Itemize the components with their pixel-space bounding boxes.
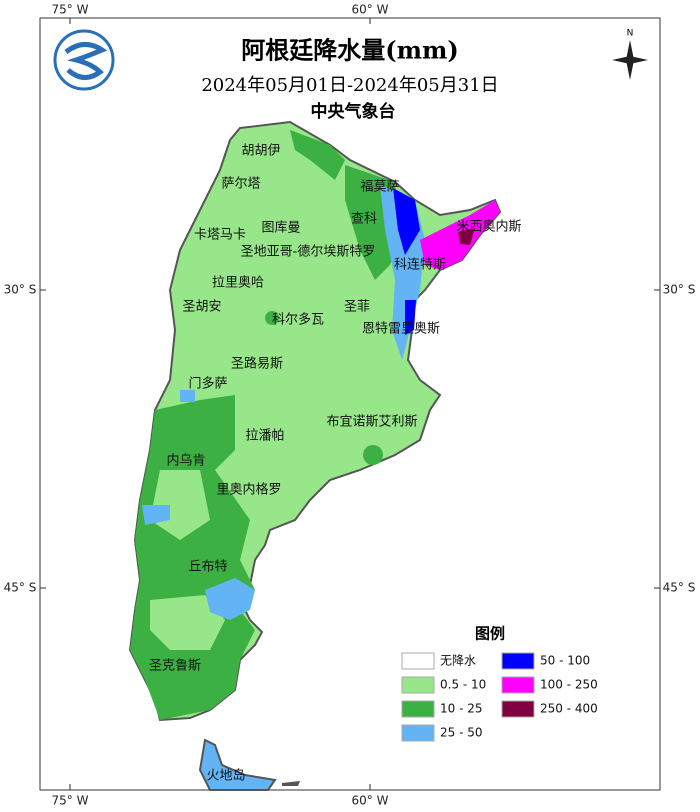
region-label: 萨尔塔 <box>221 177 260 192</box>
legend-swatch <box>401 700 435 718</box>
region-label: 圣路易斯 <box>231 356 283 372</box>
argentina <box>128 120 502 791</box>
legend-swatch <box>501 652 535 670</box>
agency: 中央气象台 <box>311 101 396 122</box>
legend-swatch <box>401 652 435 670</box>
legend-swatch <box>401 724 435 742</box>
legend-label: 50 - 100 <box>540 654 590 668</box>
lon-label: 75° W <box>52 794 89 808</box>
region-label: 圣胡安 <box>182 300 221 315</box>
lat-label: 30° S <box>4 283 37 297</box>
lon-label: 60° W <box>352 794 389 808</box>
legend-title: 图例 <box>475 625 505 643</box>
legend-swatch <box>401 676 435 694</box>
region-label: 胡胡伊 <box>241 144 280 159</box>
lat-label: 30° S <box>663 283 696 297</box>
svg-text:N: N <box>627 29 634 39</box>
region-label: 科连特斯 <box>394 257 446 273</box>
legend-swatch <box>501 700 535 718</box>
region-label: 卡塔马卡 <box>194 228 246 243</box>
region-label: 科尔多瓦 <box>272 312 324 328</box>
lon-label: 60° W <box>352 3 389 17</box>
legend-label: 10 - 25 <box>440 702 483 716</box>
legend-label: 无降水 <box>440 654 476 668</box>
region-label: 圣克鲁斯 <box>149 659 201 674</box>
lon-label: 75° W <box>52 3 89 17</box>
region-label: 拉潘帕 <box>245 429 284 444</box>
legend-swatch <box>501 676 535 694</box>
logo <box>53 29 115 91</box>
legend-label: 250 - 400 <box>540 702 598 716</box>
region-label: 圣地亚哥-德尔埃斯特罗 <box>241 245 376 260</box>
region-label: 福莫萨 <box>360 180 399 195</box>
lat-label: 45° S <box>4 581 37 595</box>
legend-label: 100 - 250 <box>540 678 598 692</box>
region-label: 丘布特 <box>188 560 227 575</box>
lat-label: 45° S <box>663 581 696 595</box>
region-label: 图库曼 <box>261 220 300 236</box>
region-label: 火地岛 <box>206 768 245 784</box>
region-label: 圣菲 <box>344 300 370 315</box>
region-label: 里奥内格罗 <box>216 482 281 498</box>
region-label: 查科 <box>351 212 377 227</box>
title: 阿根廷降水量(mm) <box>241 36 459 65</box>
legend-label: 25 - 50 <box>440 726 483 740</box>
region-label: 恩特雷里奥斯 <box>362 322 440 337</box>
north-arrow: N <box>612 29 648 80</box>
region-label: 布宜诺斯艾利斯 <box>326 415 417 430</box>
subtitle: 2024年05月01日-2024年05月31日 <box>201 75 498 96</box>
legend-label: 0.5 - 10 <box>440 678 486 692</box>
region-label: 内乌肯 <box>166 453 205 469</box>
region-label: 拉里奥哈 <box>212 276 264 291</box>
region-label: 门多萨 <box>188 376 227 392</box>
region-label: 米西奥内斯 <box>456 219 521 235</box>
